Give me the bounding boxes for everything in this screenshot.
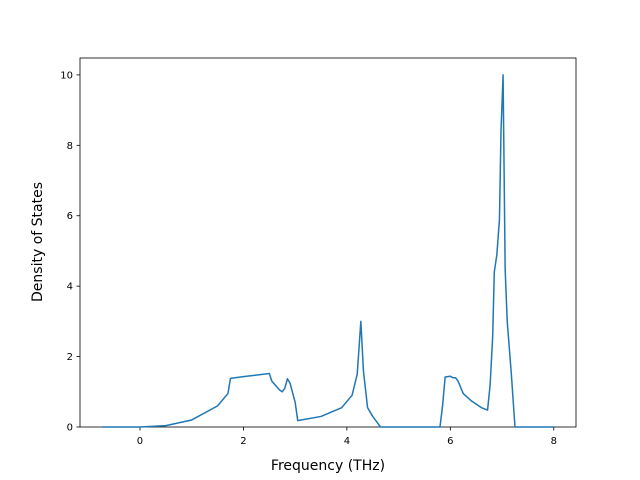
y-tick-label: 4 xyxy=(67,282,73,293)
y-tick-label: 0 xyxy=(67,423,73,434)
y-tick-label: 8 xyxy=(67,141,73,152)
y-tick-label: 6 xyxy=(67,211,73,222)
x-tick-label: 4 xyxy=(344,436,350,447)
y-tick-label: 10 xyxy=(60,70,73,81)
x-tick-label: 2 xyxy=(240,436,246,447)
y-axis-label: Density of States xyxy=(30,182,46,302)
line-series xyxy=(102,74,554,428)
axes-frame xyxy=(79,57,577,428)
x-tick-label: 0 xyxy=(137,436,143,447)
y-tick-label: 2 xyxy=(67,352,73,363)
x-tick-label: 8 xyxy=(551,436,557,447)
x-axis-label: Frequency (THz) xyxy=(271,458,385,474)
x-tick-label: 6 xyxy=(447,436,453,447)
